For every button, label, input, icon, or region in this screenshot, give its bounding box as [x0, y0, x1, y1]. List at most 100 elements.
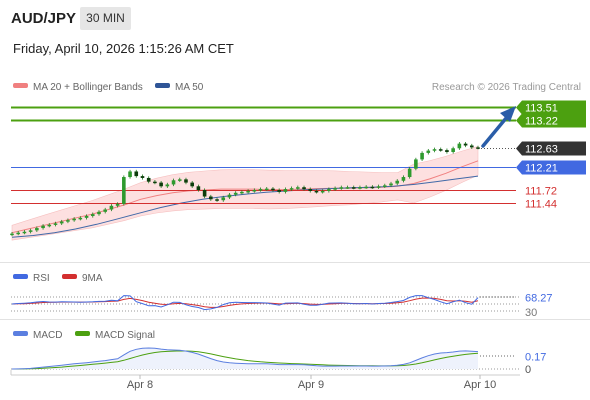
rsi-legend-swatch — [13, 274, 28, 279]
candle — [97, 211, 101, 215]
candle — [90, 214, 95, 216]
rsi-value-label: 68.27 — [525, 293, 553, 305]
candle — [128, 171, 132, 178]
timeframe-badge[interactable]: 30 MIN — [80, 7, 131, 30]
candle — [383, 185, 387, 187]
candles — [10, 142, 480, 237]
ma20-legend-label: MA 20 + Bollinger Bands — [33, 82, 143, 93]
candle — [339, 187, 344, 189]
candle — [165, 184, 170, 187]
macd-legend-label: MACD — [33, 330, 62, 341]
datetime-label: Friday, April 10, 2026 1:15:26 AM CET — [13, 41, 234, 56]
candle — [333, 188, 337, 190]
macd-signal-legend-swatch — [75, 331, 90, 336]
candle — [140, 176, 145, 178]
price-label-112-63: 112.63 — [516, 141, 586, 156]
candle — [438, 149, 443, 151]
candle — [264, 188, 269, 191]
bollinger-band — [11, 145, 479, 241]
candle — [10, 233, 14, 236]
price-label-text: 111.72 — [525, 186, 557, 198]
forecast-arrow — [481, 106, 516, 148]
macd-legend: MACD MACD Signal — [13, 330, 155, 341]
candle — [16, 232, 21, 235]
macd-line — [11, 347, 479, 370]
rsi-line — [11, 295, 479, 311]
rsi-legend-label: RSI — [33, 273, 50, 284]
candle — [432, 149, 437, 151]
candle — [134, 171, 139, 177]
level-lines — [11, 106, 516, 204]
rsi-ref-label: 30 — [525, 307, 537, 319]
candle — [358, 187, 362, 189]
candle — [476, 147, 480, 149]
price-label-tag — [516, 100, 586, 115]
candle — [122, 177, 126, 204]
candle — [59, 221, 64, 224]
candle — [302, 187, 306, 190]
candle — [240, 191, 244, 194]
candle — [395, 180, 400, 184]
candle — [196, 186, 201, 191]
ma50-legend-swatch — [155, 83, 170, 88]
price-label-tag — [516, 160, 586, 175]
candle — [22, 231, 27, 234]
x-label-apr8: Apr 8 — [127, 379, 153, 391]
price-label-113-22: 113.22 — [516, 113, 586, 128]
x-axis: Apr 8 Apr 9 Apr 10 — [10, 370, 520, 391]
macd-zero-label: 0 — [525, 364, 531, 376]
candle — [277, 190, 281, 192]
price-label-text: 112.21 — [525, 163, 558, 175]
candle — [463, 143, 468, 146]
price-legend: MA 20 + Bollinger Bands MA 50 — [13, 82, 204, 93]
candle — [426, 150, 431, 153]
candle — [227, 194, 232, 198]
candle — [28, 230, 33, 232]
x-label-apr9: Apr 9 — [298, 379, 324, 391]
candle — [190, 182, 194, 187]
macd-value-label: 0.17 — [525, 352, 546, 364]
macd-signal-line — [12, 350, 479, 370]
macd-histogram-area — [12, 348, 478, 369]
candle — [389, 183, 393, 186]
candle — [469, 145, 474, 148]
candle — [53, 223, 58, 225]
candle — [103, 209, 107, 212]
candle — [376, 186, 381, 188]
candle — [233, 192, 238, 195]
candle — [246, 190, 250, 193]
candle — [308, 189, 313, 191]
candle — [296, 187, 300, 189]
candle — [66, 220, 70, 222]
candle — [41, 225, 45, 229]
macd-legend-swatch — [13, 331, 28, 336]
ma20-legend-swatch — [13, 83, 28, 88]
candle — [401, 177, 406, 181]
candle — [289, 188, 294, 190]
price-label-text: 111.44 — [525, 199, 557, 211]
rsi-legend: RSI 9MA — [13, 273, 103, 284]
rsi-ma-legend-swatch — [62, 274, 77, 279]
watermark: Research © 2026 Trading Central — [432, 82, 581, 93]
candle — [364, 186, 368, 189]
candle — [109, 205, 114, 210]
candle — [414, 159, 418, 169]
candle — [314, 190, 319, 193]
price-label-tag — [516, 141, 586, 156]
candle — [184, 179, 188, 183]
candle — [221, 197, 226, 201]
candle — [177, 179, 182, 181]
candle — [271, 188, 275, 191]
candle — [407, 168, 412, 178]
chart-header: AUD/JPY 30 MIN Friday, April 10, 2026 1:… — [0, 0, 590, 70]
candle — [351, 187, 356, 189]
candle — [153, 181, 157, 184]
candle — [445, 150, 449, 152]
ma50-line — [11, 175, 479, 238]
candle — [84, 215, 89, 218]
candle — [451, 148, 455, 152]
candle — [283, 189, 288, 192]
price-label-112-21: 112.21 — [516, 160, 586, 175]
candle — [209, 196, 213, 200]
